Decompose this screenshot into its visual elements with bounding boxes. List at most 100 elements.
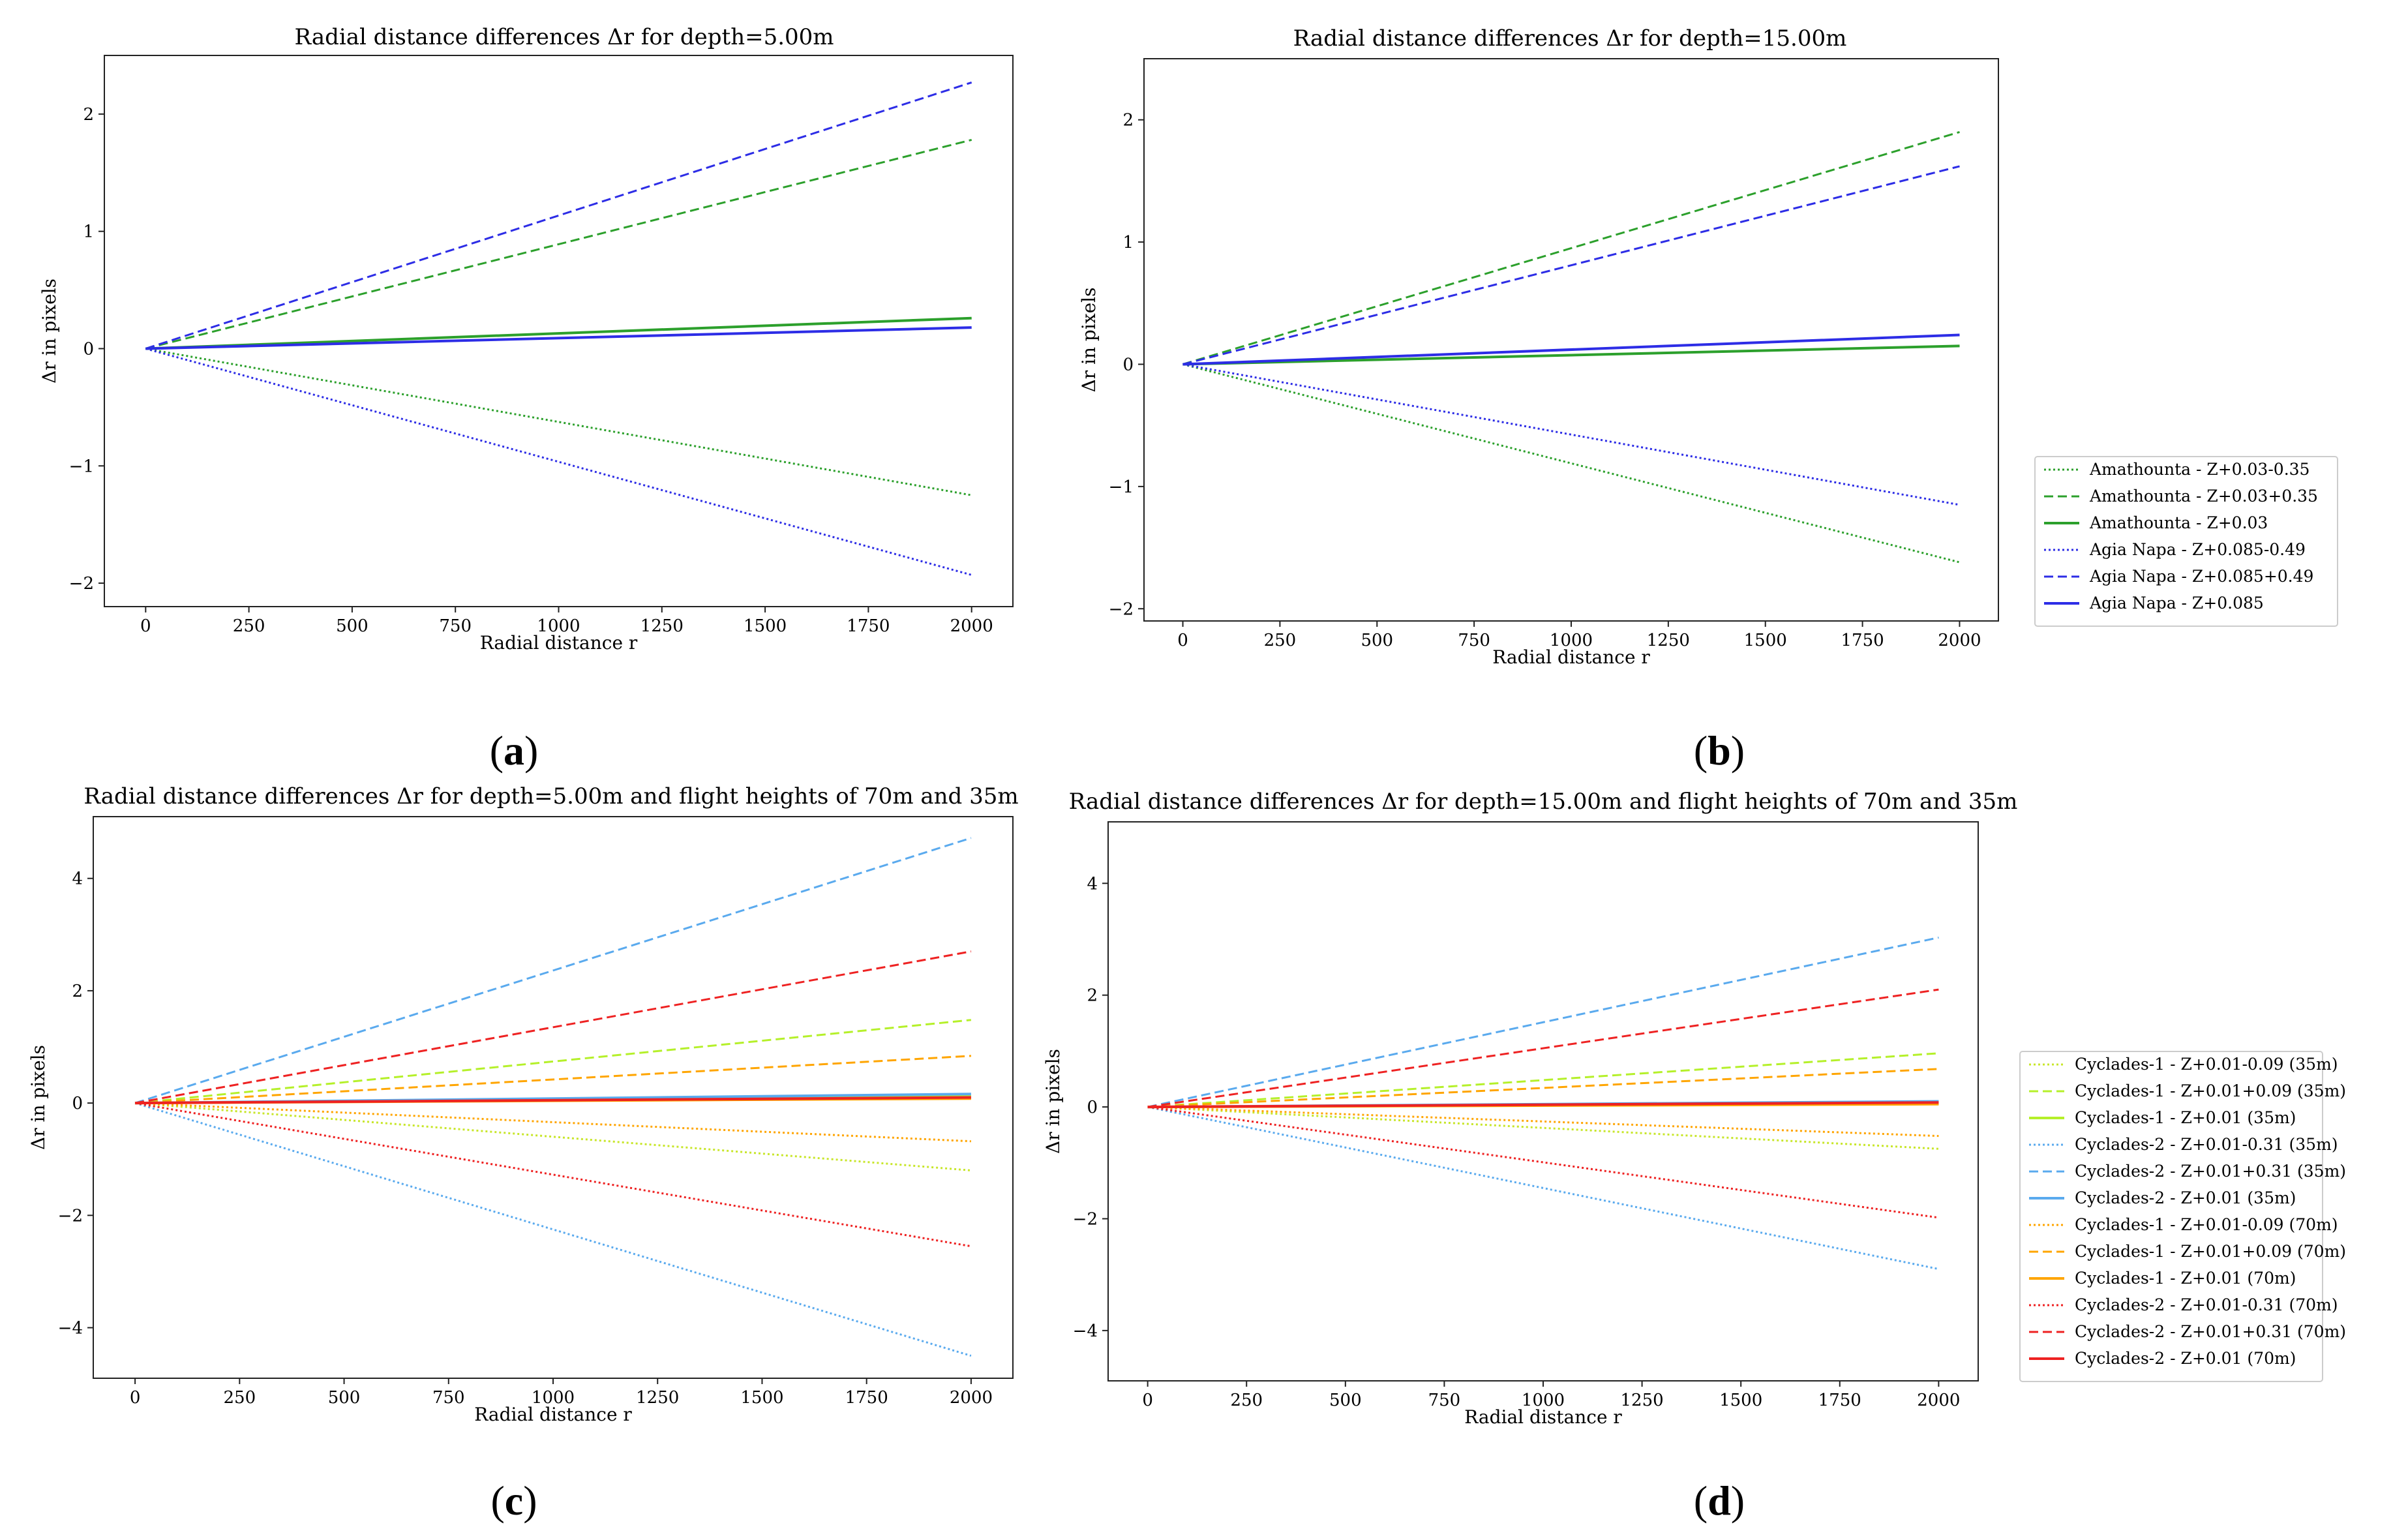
- chart-title: Radial distance differences Δr for depth…: [294, 24, 834, 50]
- series-line: [1147, 1106, 1939, 1219]
- y-tick-label: 2: [1087, 986, 1098, 1006]
- x-tick-label: 0: [130, 1388, 141, 1408]
- x-tick-label: 1250: [636, 1388, 679, 1408]
- series-line: [145, 348, 972, 496]
- series-line: [145, 316, 972, 350]
- x-tick-label: 1500: [1719, 1391, 1762, 1410]
- series-line: [1147, 1106, 1939, 1150]
- series-line: [135, 1102, 971, 1143]
- x-tick-label: 750: [432, 1388, 465, 1408]
- y-tick-label: 0: [1122, 355, 1134, 374]
- panel-label-b: (b): [1694, 727, 1745, 774]
- x-tick-label: 500: [336, 616, 369, 636]
- x-tick-label: 750: [1428, 1391, 1461, 1410]
- y-tick-label: −1: [69, 457, 94, 476]
- y-tick-label: 0: [1087, 1098, 1098, 1117]
- legend-entry: Amathounta - Z+0.03-0.35: [2089, 460, 2310, 479]
- series-line: [1182, 363, 1960, 564]
- x-tick-label: 2000: [950, 616, 993, 636]
- legend-entry: Agia Napa - Z+0.085-0.49: [2089, 540, 2306, 559]
- x-tick-label: 2000: [950, 1388, 993, 1408]
- legend-entry: Cyclades-2 - Z+0.01+0.31 (70m): [2075, 1322, 2346, 1341]
- series-line: [134, 1102, 972, 1171]
- x-tick-label: 1250: [1621, 1391, 1664, 1410]
- legend-entry: Cyclades-1 - Z+0.01+0.09 (35m): [2075, 1081, 2346, 1100]
- x-tick-label: 1000: [532, 1388, 575, 1408]
- chart-a: Radial distance differences Δr for depth…: [38, 24, 1014, 654]
- series-line: [145, 81, 972, 350]
- series-line: [134, 950, 972, 1104]
- x-tick-label: 750: [439, 616, 472, 636]
- x-tick-label: 1500: [744, 616, 787, 636]
- x-tick-label: 0: [1177, 631, 1188, 650]
- y-tick-label: 2: [83, 105, 94, 125]
- plot-frame: [1143, 58, 1999, 622]
- legend-entry: Agia Napa - Z+0.085: [2089, 594, 2264, 612]
- series-line: [1147, 988, 1939, 1108]
- y-tick-label: 0: [83, 339, 94, 359]
- panel-label-c: (c): [490, 1477, 537, 1524]
- x-tick-label: 500: [328, 1388, 361, 1408]
- legend-entry: Cyclades-2 - Z+0.01 (35m): [2075, 1188, 2296, 1207]
- series-line: [1147, 1106, 1939, 1271]
- legend-entry: Cyclades-1 - Z+0.01 (70m): [2075, 1269, 2296, 1288]
- legend-entry: Cyclades-1 - Z+0.01+0.09 (70m): [2075, 1242, 2346, 1261]
- y-tick-label: −1: [1109, 477, 1134, 497]
- legend-entry: Cyclades-1 - Z+0.01-0.09 (70m): [2075, 1215, 2338, 1234]
- x-tick-label: 0: [140, 616, 151, 636]
- x-tick-label: 1500: [1744, 631, 1787, 650]
- x-tick-label: 500: [1361, 631, 1393, 650]
- series-line: [1147, 1101, 1939, 1109]
- legend-entry: Amathounta - Z+0.03+0.35: [2089, 487, 2318, 506]
- series-line: [1182, 165, 1960, 365]
- legend-entry: Cyclades-2 - Z+0.01-0.31 (70m): [2075, 1295, 2338, 1314]
- legend-entry: Cyclades-1 - Z+0.01-0.09 (35m): [2075, 1055, 2338, 1074]
- series-line: [134, 1102, 972, 1248]
- x-tick-label: 2000: [1938, 631, 1981, 650]
- y-tick-label: 1: [1122, 233, 1134, 252]
- y-tick-label: 0: [72, 1094, 83, 1113]
- y-tick-label: 4: [1087, 874, 1098, 894]
- x-tick-label: 250: [1230, 1391, 1263, 1410]
- series-line: [145, 326, 972, 350]
- x-tick-label: 1750: [1841, 631, 1884, 650]
- legend-entry: Cyclades-2 - Z+0.01-0.31 (35m): [2075, 1135, 2338, 1154]
- x-axis-label: Radial distance r: [1492, 646, 1650, 668]
- series-line: [1182, 333, 1960, 366]
- x-tick-label: 1250: [1647, 631, 1690, 650]
- series-line: [134, 1102, 972, 1357]
- y-axis-label: Δr in pixels: [1078, 288, 1100, 393]
- x-tick-label: 750: [1458, 631, 1490, 650]
- series-line: [135, 1096, 971, 1105]
- series-line: [1147, 936, 1939, 1108]
- y-tick-label: −2: [1109, 599, 1134, 619]
- series-line: [1147, 1106, 1939, 1138]
- series-line: [145, 138, 972, 350]
- series-line: [135, 1055, 971, 1104]
- chart-title: Radial distance differences Δr for depth…: [83, 783, 1018, 809]
- x-axis-label: Radial distance r: [1464, 1406, 1622, 1428]
- y-tick-label: −4: [1073, 1321, 1098, 1341]
- legend-entry: Cyclades-1 - Z+0.01 (35m): [2075, 1108, 2296, 1127]
- x-tick-label: 1000: [537, 616, 580, 636]
- series-line: [1182, 130, 1960, 365]
- y-axis-label: Δr in pixels: [27, 1045, 49, 1150]
- x-axis-label: Radial distance r: [474, 1404, 632, 1425]
- y-axis-label: Δr in pixels: [38, 279, 60, 384]
- series-line: [134, 837, 972, 1104]
- y-tick-label: −2: [69, 574, 94, 594]
- legend-entry: Cyclades-2 - Z+0.01 (70m): [2075, 1349, 2296, 1368]
- y-tick-label: −2: [1073, 1209, 1098, 1229]
- x-tick-label: 250: [1264, 631, 1297, 650]
- y-tick-label: 4: [72, 869, 83, 889]
- x-tick-label: 1250: [640, 616, 684, 636]
- x-axis-label: Radial distance r: [480, 632, 638, 654]
- x-tick-label: 1000: [1522, 1391, 1565, 1410]
- panel-label-d: (d): [1694, 1477, 1745, 1524]
- chart-title: Radial distance differences Δr for depth…: [1069, 789, 2018, 815]
- x-tick-label: 2000: [1917, 1391, 1960, 1410]
- x-tick-label: 1750: [847, 616, 890, 636]
- legend-box: [2034, 456, 2338, 627]
- y-tick-label: 2: [72, 982, 83, 1001]
- y-tick-label: −2: [58, 1206, 83, 1226]
